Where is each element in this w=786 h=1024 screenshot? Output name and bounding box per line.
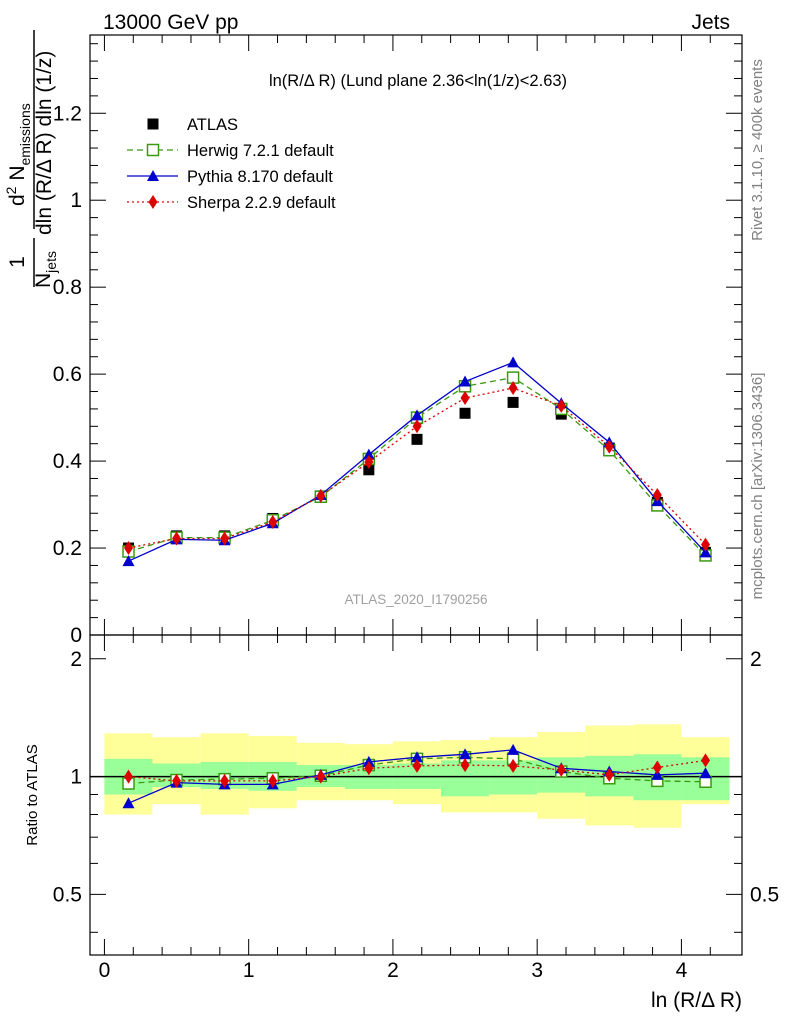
ratio-tick-label-right: 0.5 <box>750 883 779 906</box>
legend-label-pythia: Pythia 8.170 default <box>187 168 333 186</box>
sherpa-ratio-point <box>460 758 470 773</box>
ratio-uncertainty-bands <box>90 724 742 828</box>
sherpa-ratio-point <box>316 769 326 784</box>
ratio-ylabel: Ratio to ATLAS <box>24 744 41 845</box>
pythia-line <box>128 361 706 562</box>
sherpa-ratio-point <box>701 753 711 768</box>
sherpa-ratio-point <box>508 758 518 773</box>
pythia-ratio-point <box>411 751 424 763</box>
sherpa-ratio-point <box>172 773 182 788</box>
legend-label-sherpa: Sherpa 2.2.9 default <box>187 194 336 212</box>
sherpa-ratio-point <box>220 773 230 788</box>
header-right: Jets <box>691 11 730 34</box>
x-tick-label: 4 <box>676 959 688 982</box>
sherpa-point <box>460 391 470 406</box>
sherpa-point <box>316 488 326 503</box>
y-tick-label: 0.2 <box>53 537 82 560</box>
x-tick-label: 1 <box>243 959 255 982</box>
pythia-point <box>699 546 712 558</box>
ylabel-deriv-den: dln (R/Δ R) dln (1/z) <box>33 51 56 235</box>
ylabel-frac-num: 1 <box>6 256 29 268</box>
sherpa-point <box>124 541 134 556</box>
ylabel-frac-den: Njets <box>32 251 59 288</box>
sherpa-point <box>268 514 278 529</box>
y-tick-label: 0.6 <box>53 363 82 386</box>
x-tick-label: 2 <box>387 959 399 982</box>
legend: ATLAS Herwig 7.2.1 default Pythia 8.170 de… <box>127 116 336 212</box>
sherpa-ratio-point <box>124 769 134 784</box>
legend-marker-atlas <box>147 118 159 130</box>
sherpa-point <box>652 488 662 502</box>
y-tick-label: 1.2 <box>53 102 82 125</box>
pythia-ratio-point <box>459 748 472 760</box>
pythia-ratio-point <box>122 797 135 809</box>
pythia-point <box>459 375 472 387</box>
sherpa-ratio-point <box>364 761 374 776</box>
sherpa-ratio-point <box>604 767 614 782</box>
sherpa-point <box>412 419 422 434</box>
legend-marker-herwig <box>146 143 160 157</box>
x-axis-label: ln (R/Δ R) <box>651 989 742 1012</box>
sherpa-ratio-point <box>556 762 566 777</box>
ylabel-deriv-num: d2 Nemissions <box>3 103 33 206</box>
sherpa-point <box>604 439 614 454</box>
legend-label-atlas: ATLAS <box>187 116 238 134</box>
sherpa-point <box>364 454 374 469</box>
atlas-point <box>363 464 375 476</box>
ratio-tick-label: 1 <box>70 766 82 789</box>
header-left: 13000 GeV pp <box>103 11 238 34</box>
pythia-point <box>411 409 424 421</box>
rivet-label: Rivet 3.1.10, ≥ 400k events <box>749 59 766 241</box>
sherpa-point <box>172 531 182 546</box>
legend-marker-sherpa <box>148 195 158 209</box>
y-tick-label: 0 <box>70 624 82 647</box>
atlas-point <box>411 433 423 445</box>
pythia-point <box>507 356 520 368</box>
pythia-ratio-point <box>507 743 520 755</box>
herwig-line <box>128 376 706 556</box>
ratio-series <box>122 743 712 809</box>
pythia-ratio-point <box>699 767 712 779</box>
atlas-point <box>459 407 471 419</box>
mcplots-label: mcplots.cern.ch [arXiv:1306.3436] <box>749 373 766 600</box>
main-series <box>122 356 712 567</box>
y-tick-label: 0.4 <box>53 450 83 473</box>
plot-frames <box>89 34 743 956</box>
y-tick-label: 1 <box>70 189 82 212</box>
legend-label-herwig: Herwig 7.2.1 default <box>187 142 334 160</box>
x-tick-label: 3 <box>531 959 543 982</box>
legend-marker-pythia <box>147 170 159 181</box>
sherpa-ratio-point <box>412 758 422 773</box>
sherpa-point <box>556 398 566 413</box>
pythia-point <box>122 555 135 567</box>
main-title: ln(R/Δ R) (Lund plane 2.36<ln(1/z)<2.63) <box>269 72 567 90</box>
y-tick-label: 0.8 <box>53 276 82 299</box>
sherpa-ratio-point <box>652 760 662 775</box>
ratio-tick-label: 2 <box>70 648 82 671</box>
sherpa-point <box>220 531 230 546</box>
ratio-tick-label: 0.5 <box>53 883 82 906</box>
main-ylabel: 1 Njets d2 Nemissions dln (R/Δ R) dln (1… <box>3 30 59 288</box>
ratio-tick-label-right: 2 <box>750 648 762 671</box>
pythia-point <box>362 448 375 460</box>
sherpa-point <box>701 537 711 552</box>
atlas-point <box>507 396 519 408</box>
sherpa-ratio-point <box>268 773 278 788</box>
x-tick-label: 0 <box>99 959 111 982</box>
sherpa-point <box>508 381 518 396</box>
analysis-watermark: ATLAS_2020_I1790256 <box>344 592 487 607</box>
ratio-frame <box>89 634 743 956</box>
